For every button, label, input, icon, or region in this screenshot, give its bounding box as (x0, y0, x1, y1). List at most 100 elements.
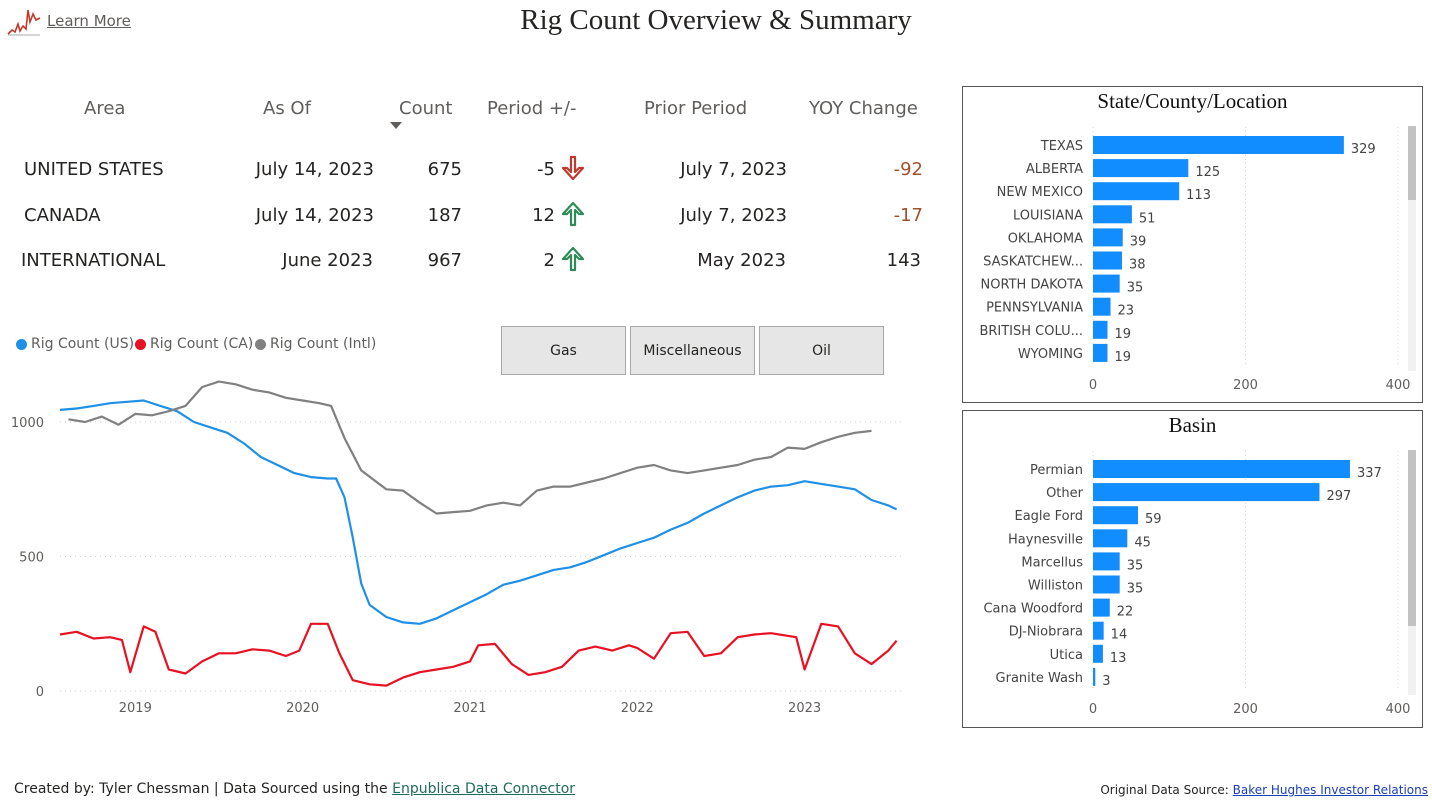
bar-value-label: 125 (1195, 165, 1220, 180)
x-tick-label: 400 (1386, 378, 1411, 393)
category-label: Haynesville (1008, 532, 1083, 547)
category-label: DJ-Niobrara (1009, 625, 1083, 640)
legend-item-us[interactable]: Rig Count (US) (16, 336, 134, 352)
category-label: OKLAHOMA (1008, 231, 1083, 246)
row-prior-period: May 2023 (697, 250, 786, 271)
series-line-rig-count-us[interactable] (59, 399, 898, 625)
category-label: Permian (1030, 463, 1083, 478)
bar[interactable] (1093, 460, 1350, 478)
x-tick-label: 0 (1089, 378, 1097, 393)
bar[interactable] (1093, 667, 1096, 686)
bar-value-label: 39 (1130, 234, 1147, 249)
bar-value-label: 337 (1357, 466, 1382, 481)
bar[interactable] (1093, 320, 1108, 339)
bar-value-label: 297 (1326, 489, 1351, 504)
column-header-prior-period[interactable]: Prior Period (644, 98, 748, 119)
panel-title: Basin (1168, 413, 1217, 437)
bar[interactable] (1093, 159, 1189, 178)
bar-value-label: 59 (1145, 512, 1162, 527)
x-tick-label: 200 (1233, 378, 1258, 393)
bar[interactable] (1093, 136, 1344, 154)
bar-value-label: 35 (1127, 281, 1144, 296)
category-label: Marcellus (1021, 555, 1083, 570)
arrow-down-icon (561, 155, 585, 181)
bar-value-label: 23 (1118, 304, 1135, 319)
page-title: Rig Count Overview & Summary (520, 4, 912, 36)
column-header-area[interactable]: Area (84, 98, 126, 119)
series-line-rig-count-intl[interactable] (68, 380, 872, 515)
bar[interactable] (1093, 228, 1123, 247)
panel-title: State/County/Location (1097, 89, 1288, 113)
bar-value-label: 329 (1351, 142, 1376, 157)
category-label: Granite Wash (996, 671, 1083, 686)
filter-button-oil[interactable]: Oil (759, 326, 884, 375)
bar[interactable] (1093, 182, 1180, 201)
legend-dot-icon (16, 338, 27, 350)
column-header-count[interactable]: Count (399, 98, 453, 119)
category-label: LOUISIANA (1013, 208, 1083, 223)
learn-more-link[interactable]: Learn More (47, 12, 131, 30)
x-tick-label: 2022 (621, 701, 654, 716)
bar-value-label: 19 (1114, 350, 1131, 365)
bar-value-label: 38 (1129, 258, 1146, 273)
category-label: TEXAS (1040, 139, 1083, 154)
footer-source-label: Original Data Source: (1100, 783, 1229, 797)
legend-item-intl[interactable]: Rig Count (Intl) (255, 336, 376, 352)
x-tick-label: 2019 (119, 701, 152, 716)
category-label: ALBERTA (1026, 162, 1083, 177)
category-label: Other (1046, 486, 1084, 501)
row-period-change: 12 (532, 205, 555, 226)
bar[interactable] (1093, 552, 1120, 571)
category-label: Williston (1028, 579, 1083, 594)
category-label: SASKATCHEW... (983, 255, 1083, 270)
y-tick-label: 0 (36, 685, 44, 700)
legend-dot-icon (135, 338, 146, 350)
row-area: UNITED STATES (24, 159, 164, 180)
bar[interactable] (1093, 205, 1132, 224)
row-period-change: -5 (537, 159, 555, 180)
footer-credit: Created by: Tyler Chessman | Data Source… (14, 781, 575, 797)
category-label: Eagle Ford (1014, 509, 1083, 524)
legend-label: Rig Count (US) (31, 336, 135, 352)
row-yoy-change: -17 (893, 205, 923, 226)
column-header-yoy-change[interactable]: YOY Change (809, 98, 918, 119)
bar[interactable] (1093, 274, 1120, 293)
bar[interactable] (1093, 483, 1320, 502)
bar[interactable] (1093, 529, 1128, 548)
scrollbar-thumb[interactable] (1408, 450, 1416, 626)
filter-button-gas[interactable]: Gas (501, 326, 626, 375)
bar-value-label: 19 (1114, 327, 1131, 342)
state-bar-chart: 0 200 400 TEXAS 329 ALBERTA 125 NEW MEXICO 113 LO… (979, 126, 1416, 393)
arrow-up-icon (561, 246, 585, 272)
scrollbar-track[interactable] (1408, 126, 1416, 371)
bar-value-label: 13 (1110, 651, 1127, 666)
column-header-as-of[interactable]: As Of (263, 98, 311, 119)
row-prior-period: July 7, 2023 (680, 159, 787, 180)
row-period-change: 2 (543, 250, 555, 271)
bar[interactable] (1093, 598, 1110, 617)
bar[interactable] (1093, 506, 1138, 525)
sort-descending-icon (390, 122, 402, 129)
category-label: Utica (1050, 648, 1083, 663)
enpublica-link[interactable]: Enpublica Data Connector (392, 781, 576, 797)
series-line-rig-count-ca[interactable] (59, 622, 898, 687)
column-header-period-change[interactable]: Period +/- (487, 98, 577, 119)
filter-button-miscellaneous[interactable]: Miscellaneous (630, 326, 755, 375)
bar[interactable] (1093, 297, 1111, 316)
row-as-of: July 14, 2023 (255, 159, 374, 180)
bar[interactable] (1093, 251, 1122, 270)
baker-hughes-link[interactable]: Baker Hughes Investor Relations (1232, 783, 1428, 797)
category-label: Cana Woodford (983, 602, 1083, 617)
bar-value-label: 45 (1134, 535, 1151, 550)
bar[interactable] (1093, 644, 1103, 663)
footer-created-by: Created by: Tyler Chessman | Data Source… (14, 781, 388, 797)
bar[interactable] (1093, 343, 1108, 362)
category-label: NEW MEXICO (997, 185, 1083, 200)
rig-count-logo-icon (7, 9, 41, 36)
legend-item-ca[interactable]: Rig Count (CA) (135, 336, 253, 352)
basin-bar-chart: 0 200 400 Permian 337 Other 297 Eagle Ford 59 Hay… (983, 450, 1416, 717)
scrollbar-thumb[interactable] (1408, 126, 1416, 200)
row-yoy-change: -92 (893, 159, 923, 180)
bar[interactable] (1093, 575, 1120, 594)
bar[interactable] (1093, 621, 1104, 640)
